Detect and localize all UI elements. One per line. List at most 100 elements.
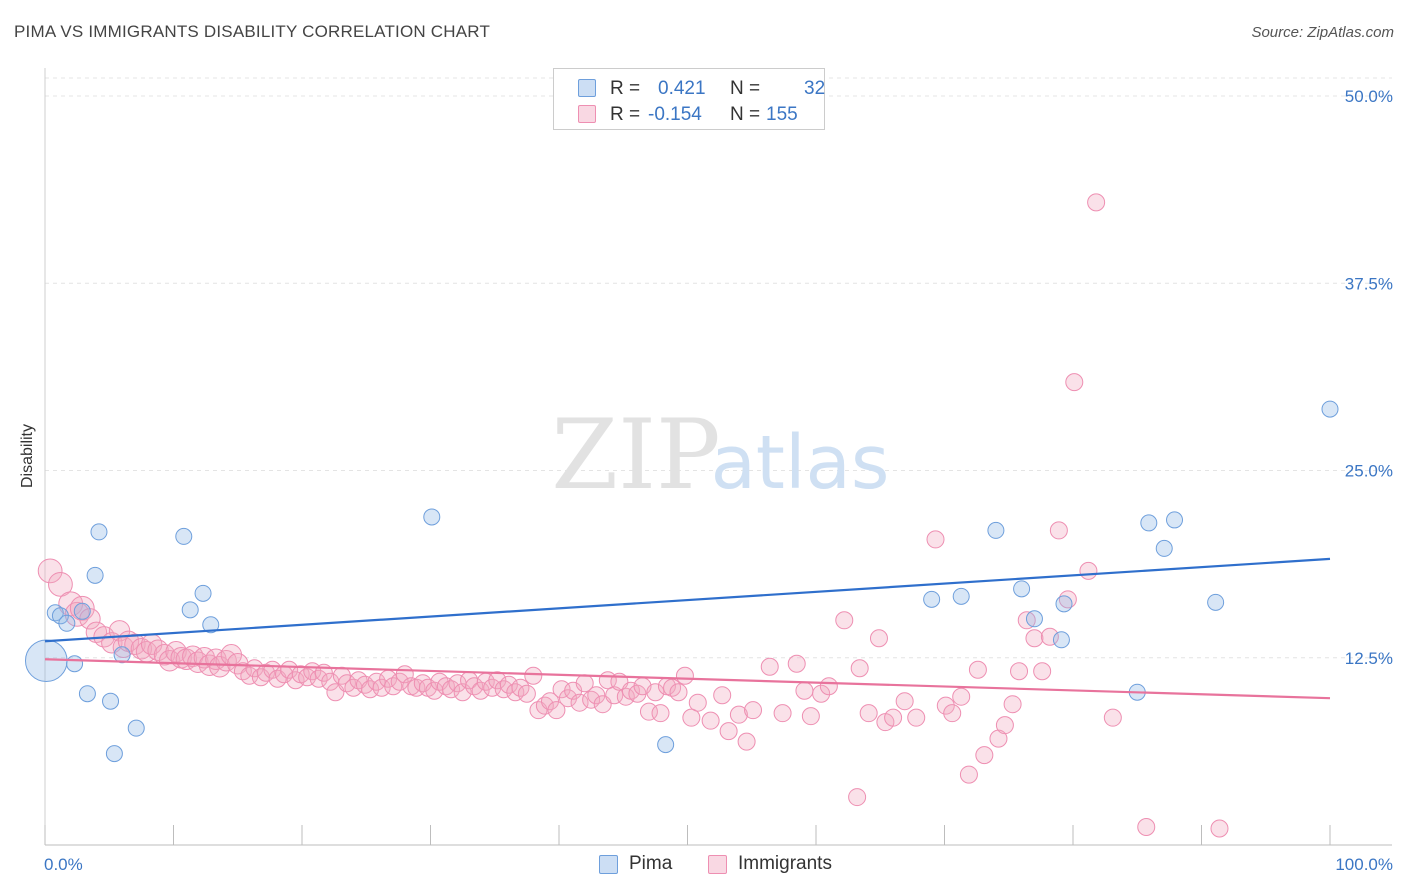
immigrants-point: [524, 666, 543, 685]
pima-point: [127, 719, 145, 737]
n-label: N =: [730, 78, 761, 99]
chart-title: PIMA VS IMMIGRANTS DISABILITY CORRELATIO…: [14, 22, 491, 41]
n-value: 32: [804, 78, 826, 99]
immigrants-point: [124, 633, 146, 655]
immigrants-point: [587, 686, 606, 705]
y-tick-label: 25.0%: [1345, 462, 1393, 481]
pima-point: [90, 523, 108, 541]
immigrants-point: [959, 765, 978, 784]
pima-point: [1321, 400, 1339, 418]
immigrants-point: [552, 680, 571, 699]
immigrants-point: [835, 611, 854, 630]
pima-swatch: [578, 79, 596, 97]
immigrants-point: [773, 704, 792, 723]
immigrants-point: [1137, 818, 1156, 837]
legend-label-pima: Pima: [629, 853, 673, 874]
pima-point: [1052, 631, 1070, 649]
immigrants-point: [975, 746, 994, 765]
immigrants-point: [384, 677, 403, 696]
x-tick-label: 0.0%: [44, 855, 83, 874]
immigrants-point: [850, 659, 869, 678]
pima-point: [1055, 595, 1073, 613]
immigrants-point: [926, 530, 945, 549]
pima-point: [657, 736, 675, 754]
immigrants-point: [245, 659, 264, 678]
immigrants-point: [471, 681, 490, 700]
pima-point: [194, 584, 212, 602]
immigrants-point: [744, 701, 763, 720]
immigrants-point: [547, 701, 566, 720]
immigrants-point: [675, 666, 694, 685]
immigrants-swatch: [578, 105, 596, 123]
pima-point: [923, 590, 941, 608]
r-label: R =: [610, 78, 641, 99]
immigrants-point: [570, 693, 589, 712]
trend-lines: [44, 557, 1331, 700]
pima-point: [1140, 514, 1158, 532]
pima-point: [987, 521, 1005, 539]
pima-point: [46, 604, 64, 622]
y-tick-label: 50.0%: [1345, 87, 1393, 106]
watermark-zip: ZIP: [551, 399, 720, 511]
pima-point: [86, 566, 104, 584]
immigrants-point: [859, 704, 878, 723]
legend-label-immigrants: Immigrants: [738, 853, 832, 874]
immigrants-point: [372, 678, 391, 697]
n-value: 155: [766, 104, 798, 125]
immigrants-point: [688, 693, 707, 712]
pima-point: [1207, 593, 1225, 611]
immigrants-point: [819, 677, 838, 696]
immigrants-point: [1040, 627, 1059, 646]
immigrants-point: [936, 696, 955, 715]
pima-points: [24, 400, 1339, 763]
r-label: R =: [610, 104, 641, 125]
legend-swatch-pima: [599, 855, 618, 874]
immigrants-point: [869, 629, 888, 648]
n-label: N =: [730, 104, 761, 125]
immigrants-point: [541, 692, 560, 711]
immigrants-point: [848, 788, 867, 807]
pima-point: [202, 616, 220, 634]
immigrants-point: [737, 732, 756, 751]
pima-point: [113, 646, 131, 664]
immigrants-point: [367, 672, 386, 691]
immigrants-point: [1049, 521, 1068, 540]
immigrants-point: [995, 716, 1014, 735]
immigrants-point: [943, 704, 962, 723]
immigrants-point: [69, 595, 95, 621]
immigrants-point: [309, 669, 328, 688]
immigrants-point: [1010, 662, 1029, 681]
watermark-atlas: atlas: [711, 420, 890, 506]
pima-point: [78, 685, 96, 703]
pima-point: [58, 614, 76, 632]
immigrants-point: [729, 705, 748, 724]
immigrants-point: [952, 687, 971, 706]
pima-point: [1155, 539, 1173, 557]
tick-labels: 12.5% 25.0% 37.5% 50.0% 0.0% 100.0%: [44, 87, 1393, 874]
immigrants-point: [616, 687, 635, 706]
immigrants-point: [787, 654, 806, 673]
immigrants-point: [337, 674, 356, 693]
immigrants-point: [233, 662, 252, 681]
immigrants-point: [1033, 662, 1052, 681]
immigrants-point: [669, 683, 688, 702]
immigrants-point: [895, 692, 914, 711]
source-label: Source: ZipAtlas.com: [1251, 24, 1394, 41]
immigrants-point: [1025, 629, 1044, 648]
immigrants-point: [1210, 819, 1229, 838]
pima-point: [1025, 610, 1043, 628]
immigrants-point: [286, 671, 305, 690]
immigrants-points: [37, 193, 1229, 838]
immigrants-point: [488, 671, 507, 690]
pima-point: [102, 692, 120, 710]
immigrants-point: [517, 684, 536, 703]
stats-box: R = 0.421 N = 32 R = -0.154 N = 155: [553, 68, 825, 130]
immigrants-point: [884, 708, 903, 727]
legend: Pima Immigrants: [0, 852, 1406, 878]
immigrants-point: [48, 571, 73, 597]
pima-point: [1166, 511, 1184, 529]
immigrants-point: [682, 708, 701, 727]
immigrants-point: [651, 704, 670, 723]
immigrants-point: [1065, 373, 1084, 392]
